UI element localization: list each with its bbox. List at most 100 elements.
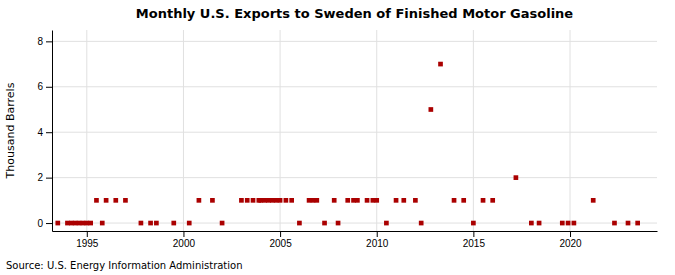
point <box>139 221 144 226</box>
point <box>537 221 542 226</box>
point <box>297 221 302 226</box>
chart: 1995 2000 2005 2010 2015 2020 0 2 4 6 8 Monthly U.S… <box>0 0 675 275</box>
x-axis-tick-mark <box>183 231 184 237</box>
point <box>429 107 434 112</box>
point <box>461 198 466 203</box>
y-axis-tick: 6 <box>37 81 52 92</box>
point <box>210 198 215 203</box>
point <box>104 198 109 203</box>
point <box>123 198 128 203</box>
point <box>438 62 443 67</box>
point <box>394 198 399 203</box>
x-axis-tick: 2020 <box>559 231 582 249</box>
y-axis-tick-label: 6 <box>37 81 43 92</box>
point <box>401 198 406 203</box>
point <box>355 198 360 203</box>
x-axis-tick: 1995 <box>76 231 99 249</box>
point <box>419 221 424 226</box>
x-axis-tick-label: 2020 <box>559 238 582 249</box>
x-axis-tick: 2005 <box>269 231 292 249</box>
x-axis-tick-label: 2005 <box>269 238 292 249</box>
point <box>612 221 617 226</box>
x-axis-tick-mark <box>570 231 571 237</box>
grid-line-y <box>52 86 657 87</box>
point <box>345 198 350 203</box>
y-axis-tick: 0 <box>37 218 52 229</box>
plot-area: 1995 2000 2005 2010 2015 2020 0 2 4 6 8 <box>37 30 657 249</box>
point <box>220 221 225 226</box>
y-axis-title: Thousand Barrels <box>4 82 17 179</box>
point <box>284 198 289 203</box>
x-axis-tick: 2000 <box>173 231 196 249</box>
point <box>490 198 495 203</box>
point <box>452 198 457 203</box>
point <box>55 221 60 226</box>
x-axis-line <box>53 231 658 232</box>
point <box>374 198 379 203</box>
point <box>413 198 418 203</box>
y-axis-tick-label: 2 <box>37 172 43 183</box>
y-axis-line <box>52 31 53 232</box>
point <box>113 198 118 203</box>
grid-line-x <box>570 30 571 231</box>
x-axis-tick-mark <box>280 231 281 237</box>
y-axis-tick-mark <box>46 41 52 42</box>
point <box>332 198 337 203</box>
point <box>529 221 534 226</box>
x-axis-tick-label: 2015 <box>463 238 486 249</box>
point <box>197 198 202 203</box>
point <box>88 221 93 226</box>
point <box>384 221 389 226</box>
point <box>626 221 631 226</box>
y-axis: 0 2 4 6 8 <box>37 31 52 232</box>
point <box>100 221 105 226</box>
point <box>251 198 256 203</box>
point <box>560 221 565 226</box>
point <box>591 198 596 203</box>
grid <box>52 30 657 231</box>
x-axis-tick-label: 1995 <box>76 238 99 249</box>
y-axis-tick-mark <box>46 178 52 179</box>
x-axis: 1995 2000 2005 2010 2015 2020 <box>53 231 658 249</box>
x-axis-tick-label: 2010 <box>366 238 389 249</box>
point <box>572 221 577 226</box>
point <box>278 198 283 203</box>
point <box>245 198 250 203</box>
y-axis-tick-mark <box>46 132 52 133</box>
point <box>481 198 486 203</box>
y-axis-tick-label: 0 <box>37 218 43 229</box>
source: Source: U.S. Energy Information Administ… <box>6 260 243 271</box>
point <box>322 221 327 226</box>
y-axis-tick-mark <box>46 223 52 224</box>
x-axis-tick-mark <box>473 231 474 237</box>
y-axis-tick-label: 4 <box>37 127 43 138</box>
point <box>148 221 153 226</box>
grid-line-x <box>86 30 87 231</box>
x-axis-tick: 2010 <box>366 231 389 249</box>
point <box>289 198 294 203</box>
x-axis-tick: 2015 <box>463 231 486 249</box>
point <box>365 198 370 203</box>
grid-line-x <box>183 30 184 231</box>
y-axis-tick: 2 <box>37 172 52 183</box>
point <box>94 198 99 203</box>
point <box>635 221 640 226</box>
title: Monthly U.S. Exports to Sweden of Finish… <box>136 6 574 21</box>
point <box>566 221 571 226</box>
points <box>55 62 640 226</box>
y-axis-tick: 4 <box>37 127 52 138</box>
x-axis-tick-mark <box>377 231 378 237</box>
x-axis-tick-mark <box>87 231 88 237</box>
grid-line-y <box>52 41 657 42</box>
point <box>187 221 192 226</box>
point <box>171 221 176 226</box>
grid-line-y <box>52 177 657 178</box>
y-axis-tick-label: 8 <box>37 36 43 47</box>
y-axis-tick-mark <box>46 87 52 88</box>
grid-line-y <box>52 132 657 133</box>
y-axis-tick: 8 <box>37 36 52 47</box>
grid-line-x <box>473 30 474 231</box>
point <box>514 175 519 180</box>
point <box>471 221 476 226</box>
point <box>336 221 341 226</box>
